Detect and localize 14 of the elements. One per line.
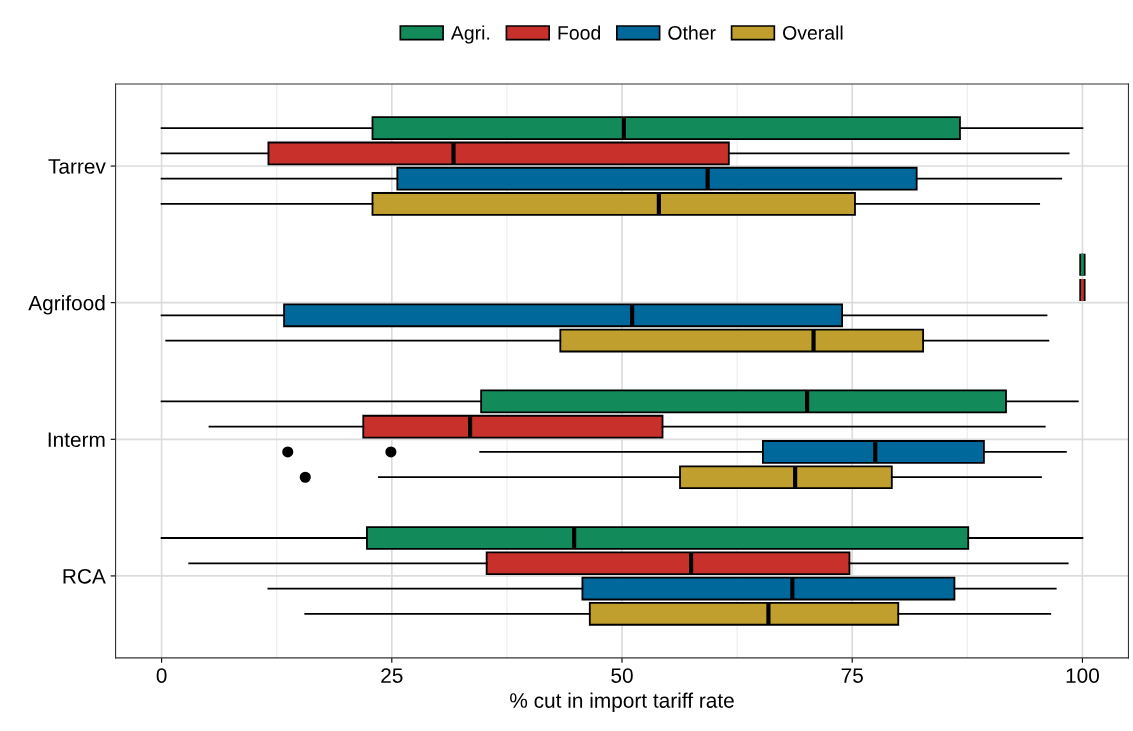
y-tick-label: Agrifood [28, 295, 105, 315]
legend-label: Overall [783, 25, 843, 40]
legend-label: Other [668, 25, 716, 40]
legend-label: Agri. [450, 25, 490, 44]
x-tick-label: 0 [156, 668, 167, 683]
x-tick-label: 100 [1066, 668, 1099, 683]
y-tick-label: Tarrev [48, 159, 106, 174]
x-tick-label: 75 [841, 668, 863, 683]
legend-label: Food [558, 25, 601, 40]
x-tick-label: 50 [611, 668, 633, 683]
x-axis-title: % cut in import tariff rate [510, 692, 734, 713]
y-tick-label: RCA [63, 568, 106, 584]
x-tick-label: 25 [381, 668, 403, 683]
y-tick-label: Interm [48, 432, 105, 448]
